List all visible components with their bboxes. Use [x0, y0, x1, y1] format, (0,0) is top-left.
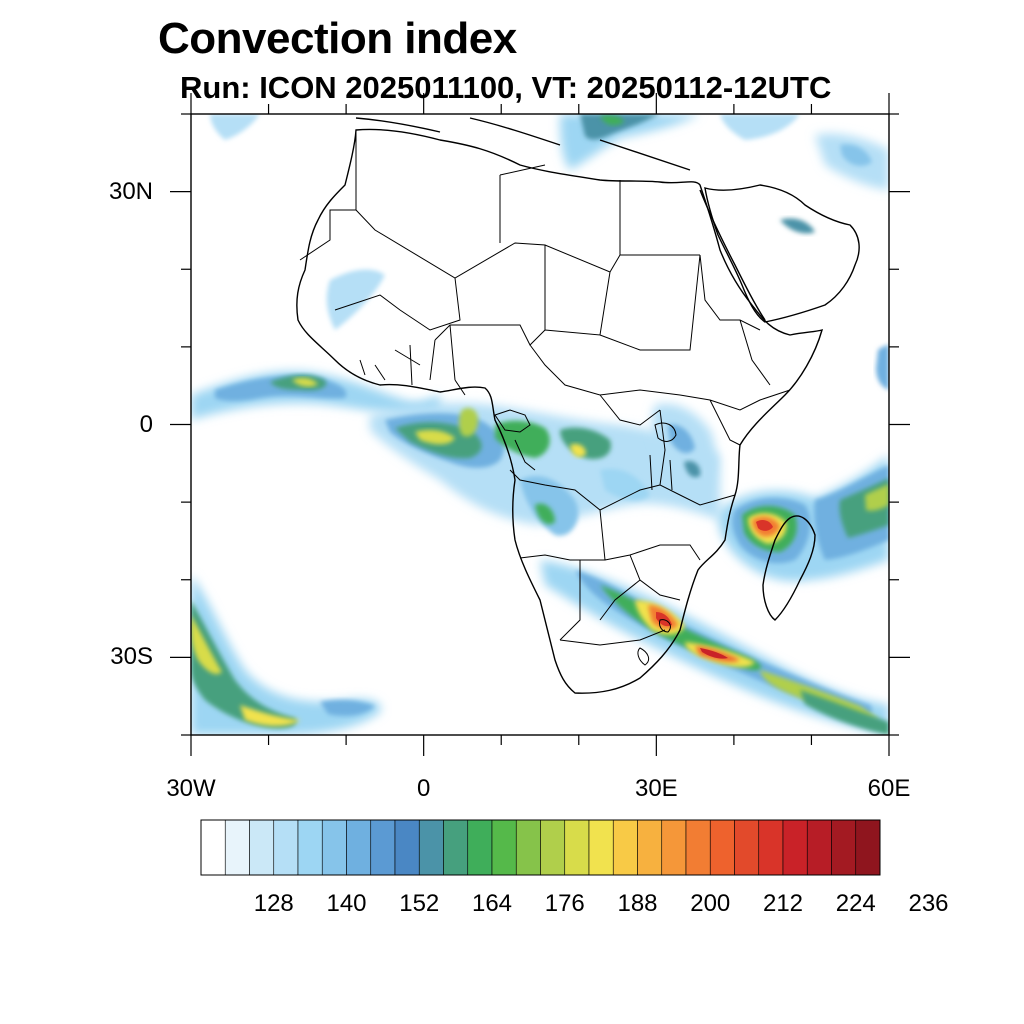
colorbar-swatch [612, 819, 638, 876]
plot-subtitle: Run: ICON 2025011100, VT: 20250112-12UTC [180, 70, 832, 105]
red-sea-coast [699, 189, 766, 321]
colorbar-swatch [200, 819, 226, 876]
colorbar-swatch [321, 819, 347, 876]
med-north-coast [355, 117, 691, 171]
colorbar-swatch [249, 819, 275, 876]
colorbar-label: 212 [762, 890, 804, 917]
colorbar-swatch [418, 819, 444, 876]
colorbar-swatch [346, 819, 372, 876]
colorbar-label: 152 [399, 890, 440, 917]
colorbar-label: 200 [690, 890, 731, 917]
field-madagascar-system [718, 345, 889, 582]
colorbar-swatch [637, 819, 663, 876]
lat-label: 30N [108, 177, 153, 205]
madagascar-coastline [762, 515, 816, 621]
country-borders [299, 130, 791, 666]
colorbar-swatch [273, 819, 299, 876]
plot-title: Convection index [158, 14, 517, 63]
lat-label: 30S [110, 643, 153, 671]
colorbar-label: 140 [326, 890, 367, 917]
colorbar-frame [200, 819, 881, 876]
colorbar-swatch [297, 819, 323, 876]
colorbar-swatch [758, 819, 784, 876]
lon-label: 30W [166, 775, 216, 802]
lat-label: 0 [139, 410, 153, 438]
colorbar-swatch [734, 819, 760, 876]
colorbar-swatch [491, 819, 517, 876]
colorbar-swatch [515, 819, 541, 876]
colorbar-label: 176 [544, 890, 585, 917]
colorbar-label: 188 [617, 890, 658, 917]
colorbar-label: 128 [253, 890, 294, 917]
arabia-coastline [704, 184, 860, 323]
field-mediterranean-band [210, 114, 700, 330]
colorbar-swatch [855, 819, 881, 876]
map-ticks [170, 93, 910, 756]
field-gulf-of-guinea-band [191, 371, 440, 420]
colorbar-swatch [588, 819, 614, 876]
colorbar-swatch [685, 819, 711, 876]
colorbar-label: 164 [471, 890, 513, 917]
field-east-africa-convection [652, 403, 716, 500]
colorbar-swatch [540, 819, 566, 876]
lon-label: 30E [634, 775, 678, 802]
coastlines [296, 117, 860, 694]
field-south-atlantic-band [191, 575, 381, 735]
colorbar-swatch [806, 819, 832, 876]
colorbar-swatch [370, 819, 396, 876]
africa-coastline [296, 128, 824, 694]
colorbar-swatch [782, 819, 808, 876]
field-arabian-cells [720, 114, 889, 234]
colorbar-swatch [564, 819, 590, 876]
colorbar-swatch [224, 819, 250, 876]
lon-label: 60E [867, 775, 911, 802]
lon-label: 0 [416, 775, 431, 802]
colorbar-swatch [443, 819, 469, 876]
colorbar-swatch [831, 819, 857, 876]
colorbar-swatch [709, 819, 735, 876]
colorbar-label: 224 [835, 890, 876, 917]
colorbar [200, 819, 881, 876]
colorbar-label: 236 [908, 890, 949, 917]
colorbar-swatch [467, 819, 493, 876]
convection-field [191, 114, 889, 735]
colorbar-swatch [394, 819, 420, 876]
colorbar-swatch [661, 819, 687, 876]
